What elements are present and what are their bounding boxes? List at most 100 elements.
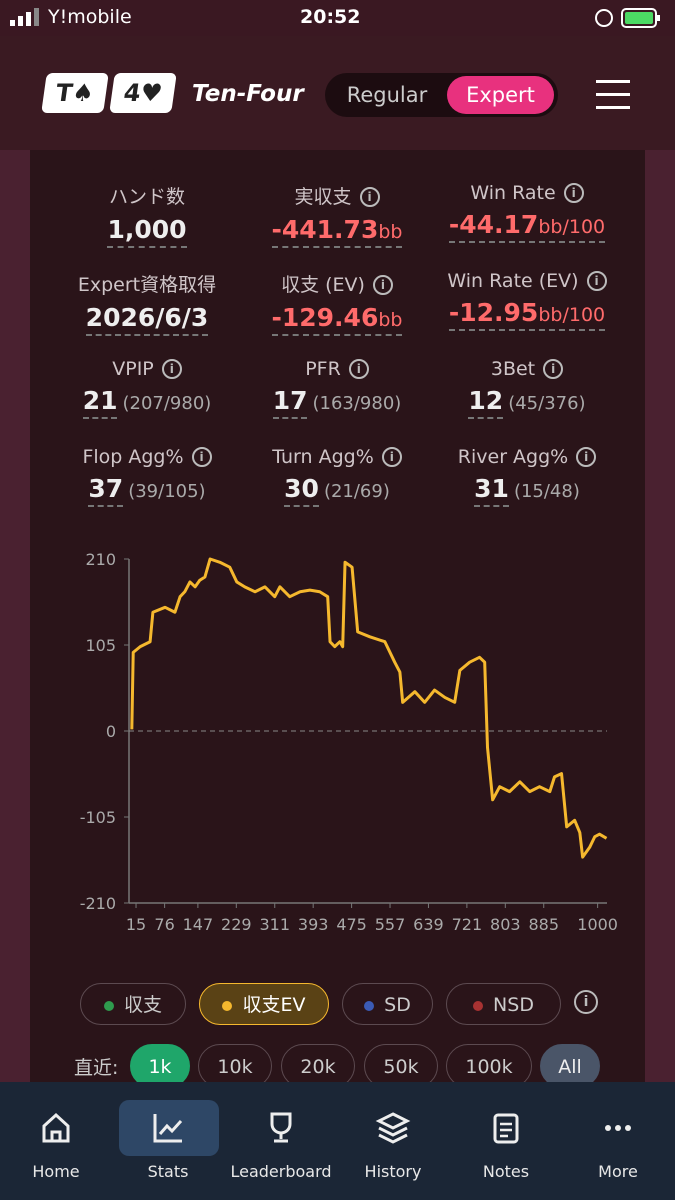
stat-label-text: Turn Agg% (272, 446, 374, 468)
nav-icon (600, 1110, 636, 1146)
logo-right: 4♥ (109, 73, 177, 113)
stat-label-text: Flop Agg% (82, 446, 184, 468)
x-tick-label: 557 (375, 915, 406, 934)
stat-label: River Agg% i (427, 446, 627, 468)
nav-item[interactable]: Notes (450, 1082, 562, 1200)
mode-tab[interactable]: Regular (346, 83, 428, 107)
range-label: 直近: (74, 1057, 119, 1079)
stat-label-text: Win Rate (470, 182, 556, 204)
stat-value-text: 31 (474, 474, 509, 503)
nav-label: History (364, 1162, 422, 1181)
range-chip[interactable]: All (540, 1044, 600, 1088)
icon (42, 1112, 70, 1143)
stat-value-row: 17 (163/980) (237, 386, 437, 419)
stat-value-row: -129.46bb (237, 303, 437, 336)
stat-value-row: 12 (45/376) (427, 386, 627, 419)
legend-dot (364, 1001, 375, 1011)
stat-value-row: 2026/6/3 (47, 303, 247, 336)
x-tick-label: 1000 (577, 915, 618, 934)
stat-value: 1,000 (107, 215, 187, 248)
stat-value-text: 21 (82, 386, 118, 415)
info-icon[interactable]: i (191, 447, 212, 467)
bottom-nav (0, 1082, 675, 1200)
legend-chip[interactable]: 収支 (80, 983, 186, 1025)
nav-icon (375, 1110, 411, 1146)
stat-detail: (163/980) (312, 393, 402, 414)
info-icon[interactable]: i (359, 187, 380, 207)
signal-icon (10, 8, 39, 26)
y-tick-label: 105 (85, 636, 116, 655)
stat-label: Win Rate i (427, 182, 627, 204)
x-tick-label: 721 (452, 915, 483, 934)
stat-value: 37 (88, 474, 124, 507)
info-icon[interactable]: i (543, 359, 564, 379)
nav-item[interactable]: More (562, 1082, 674, 1200)
stat-label: Flop Agg% i (47, 446, 247, 468)
info-icon[interactable]: i (161, 359, 182, 379)
series-line (130, 557, 608, 859)
legend-chip[interactable]: SD (342, 983, 433, 1025)
stat: Win Rate i -44.17bb/100 (427, 182, 627, 243)
stat-detail: (21/69) (323, 481, 390, 502)
x-tick-label: 311 (259, 915, 290, 934)
nav-item[interactable]: History (337, 1082, 449, 1200)
chart: -210 -105 0 105 210 15 76 147 229 311 393 475 557 639… (80, 550, 618, 934)
nav-item[interactable]: Home (0, 1082, 112, 1200)
stat-value-text: -441.73 (271, 215, 379, 244)
stat-unit: bb (378, 309, 403, 331)
icon (493, 1113, 519, 1144)
info-icon[interactable]: i (576, 447, 597, 467)
status-bar: Y!mobile 20:52 (0, 0, 675, 36)
nav-label: Home (32, 1162, 80, 1181)
stat: Flop Agg% i 37 (39/105) (47, 446, 247, 507)
stat-label-text: PFR (305, 358, 341, 380)
y-tick-label: 210 (85, 550, 116, 569)
icon (153, 1114, 183, 1143)
x-tick-label: 229 (221, 915, 252, 934)
icon (270, 1112, 292, 1143)
legend-info[interactable]: i (566, 990, 598, 1014)
stat-value: -129.46bb (271, 303, 403, 336)
legend-dot (222, 1001, 233, 1011)
stat-label-text: Expert資格取得 (77, 274, 217, 296)
stat-value-row: 1,000 (47, 215, 247, 248)
stat-value: 17 (272, 386, 308, 419)
info-icon[interactable]: i (586, 271, 607, 291)
stat-label: Win Rate (EV) i (427, 270, 627, 292)
nav-icon (263, 1110, 299, 1146)
stat-value: 21 (82, 386, 118, 419)
stat-value-text: 2026/6/3 (85, 303, 209, 332)
stat-label-text: River Agg% (457, 446, 569, 468)
carrier: Y!mobile (48, 6, 132, 28)
clock: 20:52 (300, 6, 361, 28)
info-icon[interactable]: i (348, 359, 369, 379)
range-chip[interactable]: 1k (130, 1044, 190, 1088)
nav-label: Leaderboard (230, 1162, 332, 1181)
info-icon[interactable]: i (372, 275, 393, 295)
nav-item[interactable]: Leaderboard (225, 1082, 337, 1200)
x-tick-label: 393 (298, 915, 329, 934)
nav-label: Notes (482, 1162, 530, 1181)
legend-chip[interactable]: NSD (446, 983, 561, 1025)
stat-value-row: -12.95bb/100 (427, 298, 627, 331)
legend-label: NSD (493, 994, 534, 1016)
legend-chip[interactable]: 収支EV (199, 983, 329, 1025)
brand: Ten-Four (192, 81, 304, 107)
stat-value-text: 37 (88, 474, 124, 503)
mode-tab[interactable]: Expert (447, 76, 554, 114)
nav-label: More (598, 1162, 638, 1181)
info-icon[interactable]: i (563, 183, 584, 203)
legend-dot (473, 1001, 484, 1011)
header: T♠ 4♥ Ten-Four Regular Expert (0, 36, 675, 150)
stat-label-text: 3Bet (490, 358, 536, 380)
nav-item[interactable]: Stats (112, 1082, 224, 1200)
info-icon[interactable]: i (381, 447, 402, 467)
stat-value-row: -44.17bb/100 (427, 210, 627, 243)
stat-label: Turn Agg% i (237, 446, 437, 468)
stat-value-text: -44.17 (448, 210, 539, 239)
stat-label: PFR i (237, 358, 437, 380)
x-tick-label: 475 (336, 915, 367, 934)
menu-icon[interactable] (596, 80, 632, 110)
mode-tabs: Regular Expert (325, 73, 558, 117)
